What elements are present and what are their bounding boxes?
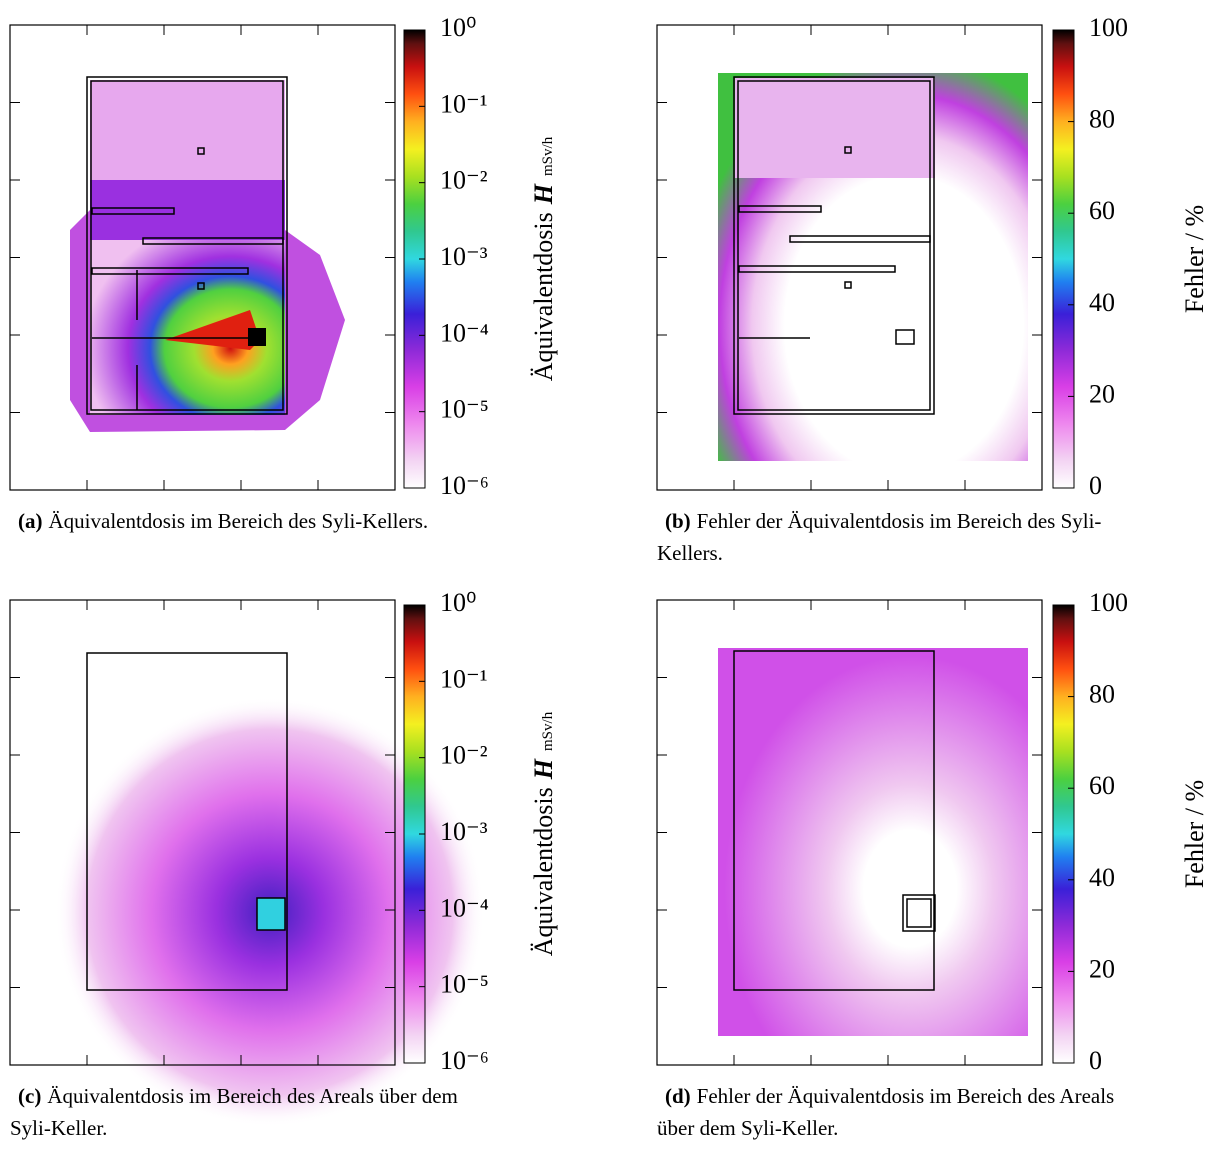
- caption: (c) Äquivalentdosis im Bereich des Areals…: [18, 1084, 458, 1108]
- colorbar-label: Äquivalentdosis HmSv/h: [529, 711, 558, 956]
- colorbar-tick-label: 10⁻²: [440, 741, 488, 770]
- colorbar-tick-label: 80: [1089, 680, 1115, 709]
- colorbar-tick-label: 20: [1089, 379, 1115, 408]
- caption-line: Äquivalentdosis im Bereich des Syli-Kell…: [49, 509, 429, 533]
- colorbar-tick-label: 10⁻⁵: [440, 970, 489, 999]
- caption-id: (d): [665, 1084, 691, 1108]
- colorbar-label: Fehler / %: [1180, 780, 1209, 888]
- colorbar-tick-label: 60: [1089, 771, 1115, 800]
- caption-line: Fehler der Äquivalentdosis im Bereich de…: [697, 1084, 1115, 1108]
- colorbar-label-text: Fehler / %: [1180, 780, 1209, 888]
- heatmap-a: [70, 80, 345, 432]
- colorbar-tick-label: 80: [1089, 105, 1115, 134]
- caption-id: (a): [18, 509, 43, 533]
- colorbar-label-symbol: H: [529, 183, 558, 205]
- colorbar-tick-label: 40: [1089, 288, 1115, 317]
- colorbar-tick-label: 100: [1089, 13, 1128, 42]
- caption-id: (b): [665, 509, 691, 533]
- colorbar-tick-label: 10⁻²: [440, 166, 488, 195]
- caption: (a) Äquivalentdosis im Bereich des Syli-K…: [18, 509, 428, 533]
- colorbar-label: Fehler / %: [1180, 205, 1209, 313]
- heatmap-d: [718, 648, 1028, 1036]
- colorbar-tick-label: 0: [1089, 471, 1102, 500]
- colorbar-label-unit: mSv/h: [540, 136, 556, 176]
- caption-line: Äquivalentdosis im Bereich des Areals üb…: [47, 1084, 458, 1108]
- colorbar-tick-label: 10⁻⁶: [440, 1046, 489, 1075]
- colorbar-tick-label: 10⁻³: [440, 817, 488, 846]
- walls-b: [733, 76, 935, 415]
- colorbar-label-text: Fehler / %: [1180, 205, 1209, 313]
- caption: (d) Fehler der Äquivalentdosis im Bereich…: [665, 1084, 1114, 1108]
- colorbar-label-unit: mSv/h: [540, 711, 556, 751]
- colorbar-label-text: Äquivalentdosis: [529, 212, 558, 381]
- colorbar-tick-label: 10⁻⁴: [440, 893, 489, 922]
- colorbar-label-symbol: H: [529, 758, 558, 780]
- caption-line: Kellers.: [657, 541, 723, 565]
- colorbar-tick-label: 10⁻⁶: [440, 471, 489, 500]
- colorbar-label-text: Äquivalentdosis: [529, 787, 558, 956]
- colorbar-tick-label: 10⁰: [440, 588, 476, 617]
- walls-a: [86, 76, 288, 415]
- caption: (b) Fehler der Äquivalentdosis im Bereich…: [665, 509, 1101, 533]
- colorbar-tick-label: 10⁻⁴: [440, 318, 489, 347]
- caption-line: Syli-Keller.: [10, 1116, 107, 1140]
- colorbar-tick-label: 60: [1089, 196, 1115, 225]
- heatmap-c: [55, 652, 485, 1127]
- heatmap-b: [718, 73, 1028, 461]
- colorbar-label: Äquivalentdosis HmSv/h: [529, 136, 558, 381]
- caption-line: über dem Syli-Keller.: [657, 1116, 838, 1140]
- colorbar-tick-label: 0: [1089, 1046, 1102, 1075]
- colorbar-tick-label: 100: [1089, 588, 1128, 617]
- colorbar-tick-label: 10⁻³: [440, 242, 488, 271]
- colorbar-tick-label: 10⁰: [440, 13, 476, 42]
- colorbar: [1052, 604, 1075, 1064]
- colorbar-tick-label: 10⁻¹: [440, 89, 488, 118]
- colorbar-tick-label: 10⁻⁵: [440, 395, 489, 424]
- colorbar: [1052, 29, 1075, 489]
- caption-id: (c): [18, 1084, 41, 1108]
- colorbar-tick-label: 40: [1089, 863, 1115, 892]
- colorbar-tick-label: 20: [1089, 954, 1115, 983]
- colorbar-tick-label: 10⁻¹: [440, 664, 488, 693]
- caption-line: Fehler der Äquivalentdosis im Bereich de…: [697, 509, 1102, 533]
